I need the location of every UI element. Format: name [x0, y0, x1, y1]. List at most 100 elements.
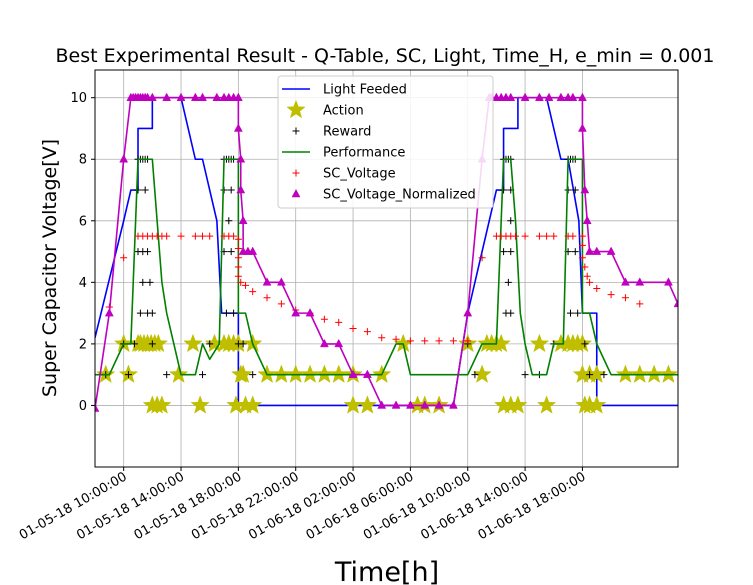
sc-voltage-point	[120, 254, 128, 262]
reward-point	[521, 371, 529, 379]
sc-voltage-normalized-point	[95, 403, 100, 412]
sc-voltage-normalized-point	[238, 215, 248, 225]
action-point	[658, 364, 678, 383]
sc-voltage-normalized-point	[391, 400, 401, 409]
reward-point	[227, 186, 235, 194]
sc-voltage-normalized-point	[673, 298, 678, 308]
sc-voltage-point	[512, 232, 520, 240]
action-point	[148, 333, 169, 353]
y-tick-label: 8	[79, 153, 87, 168]
reward-point	[500, 248, 508, 256]
reward-point	[507, 217, 515, 225]
action-point	[190, 395, 210, 414]
sc-voltage-normalized-point	[334, 338, 344, 348]
reward-point	[239, 340, 247, 348]
sc-voltage-normalized-point	[104, 308, 114, 317]
legend: Light Feeded Action Reward Performance SC_Vo…	[277, 75, 494, 209]
sc-voltage-normalized-point	[463, 308, 473, 317]
sc-voltage-point	[230, 232, 238, 240]
sc-voltage-normalized-point	[362, 369, 372, 378]
sc-voltage-point	[249, 288, 257, 296]
sc-voltage-normalized-point	[621, 277, 630, 286]
sc-voltage-point	[234, 272, 242, 280]
y-tick-label: 6	[79, 214, 87, 229]
action-point	[529, 333, 550, 353]
sc-voltage-point	[593, 285, 601, 293]
reward-point	[144, 248, 152, 256]
x-axis-label: Time[h]	[334, 557, 439, 585]
reward-point	[136, 309, 144, 317]
reward-point	[600, 371, 608, 379]
reward-point	[146, 278, 154, 286]
y-axis-label: Super Capacitor Voltage[V]	[39, 139, 61, 397]
reward-point	[507, 248, 515, 256]
sc-voltage-point	[421, 337, 429, 345]
sc-voltage-point	[199, 232, 207, 240]
reward-point	[230, 309, 238, 317]
sc-voltage-normalized-point	[568, 92, 578, 101]
sc-voltage-point	[449, 337, 457, 345]
sc-voltage-normalized-point	[556, 92, 566, 101]
sc-voltage-point	[583, 272, 591, 280]
sc-voltage-normalized-point	[448, 400, 458, 409]
sc-voltage-point	[636, 300, 644, 308]
performance-line	[95, 158, 678, 376]
reward-point	[139, 278, 147, 286]
action-point	[491, 333, 511, 353]
sc-voltage-point	[234, 235, 242, 243]
sc-voltage-normalized-point	[212, 92, 222, 101]
sc-voltage-point	[586, 278, 594, 286]
sc-voltage-point	[335, 318, 343, 326]
reward-point	[249, 371, 257, 379]
reward-point	[586, 371, 594, 379]
sc-voltage-normalized-point	[578, 92, 587, 101]
y-tick-label: 4	[79, 276, 87, 291]
sc-voltage-normalized-point	[236, 154, 246, 163]
sc-voltage-point	[392, 335, 400, 343]
series-performance	[95, 158, 678, 376]
reward-point	[124, 371, 132, 379]
sc-voltage-normalized-point	[434, 400, 444, 409]
sc-voltage-point	[237, 278, 245, 286]
reward-point	[163, 371, 171, 379]
legend-label: Performance	[323, 146, 405, 161]
sc-voltage-point	[191, 232, 199, 240]
action-point	[242, 395, 263, 414]
sc-voltage-point	[234, 244, 242, 252]
sc-voltage-point	[406, 337, 414, 345]
action-point	[536, 395, 557, 414]
sc-voltage-point	[478, 254, 486, 262]
sc-voltage-normalized-point	[276, 277, 286, 286]
legend-label: Reward	[323, 125, 371, 140]
reward-point	[225, 217, 233, 225]
sc-voltage-point	[578, 241, 586, 249]
sc-voltage-point	[234, 254, 242, 262]
sc-voltage-point	[163, 232, 171, 240]
sc-voltage-normalized-point	[520, 92, 530, 101]
sc-voltage-point	[607, 291, 615, 299]
sc-voltage-point	[550, 232, 558, 240]
sc-voltage-normalized-point	[635, 277, 645, 286]
action-point	[357, 395, 378, 414]
sc-voltage-normalized-point	[262, 277, 272, 286]
sc-voltage-normalized-point	[580, 184, 590, 194]
chart-title: Best Experimental Result - Q-Table, SC, …	[56, 45, 715, 67]
sc-voltage-point	[349, 325, 357, 333]
action-point	[587, 395, 607, 414]
reward-point	[227, 248, 235, 256]
legend-swatch	[286, 99, 306, 119]
axes-frame	[94, 69, 679, 468]
legend-label: SC_Voltage_Normalized	[323, 188, 476, 203]
sc-voltage-normalized-point	[233, 92, 243, 101]
action-point	[508, 395, 528, 414]
reward-point	[199, 371, 207, 379]
sc-voltage-point	[177, 232, 185, 240]
legend-label: Action	[323, 104, 364, 119]
sc-voltage-normalized-point	[348, 369, 358, 378]
reward-point	[206, 340, 214, 348]
sc-voltage-point	[320, 315, 328, 323]
sc-voltage-normalized-point	[664, 277, 673, 286]
sc-voltage-normalized-point	[198, 92, 207, 101]
reward-point	[222, 309, 230, 317]
